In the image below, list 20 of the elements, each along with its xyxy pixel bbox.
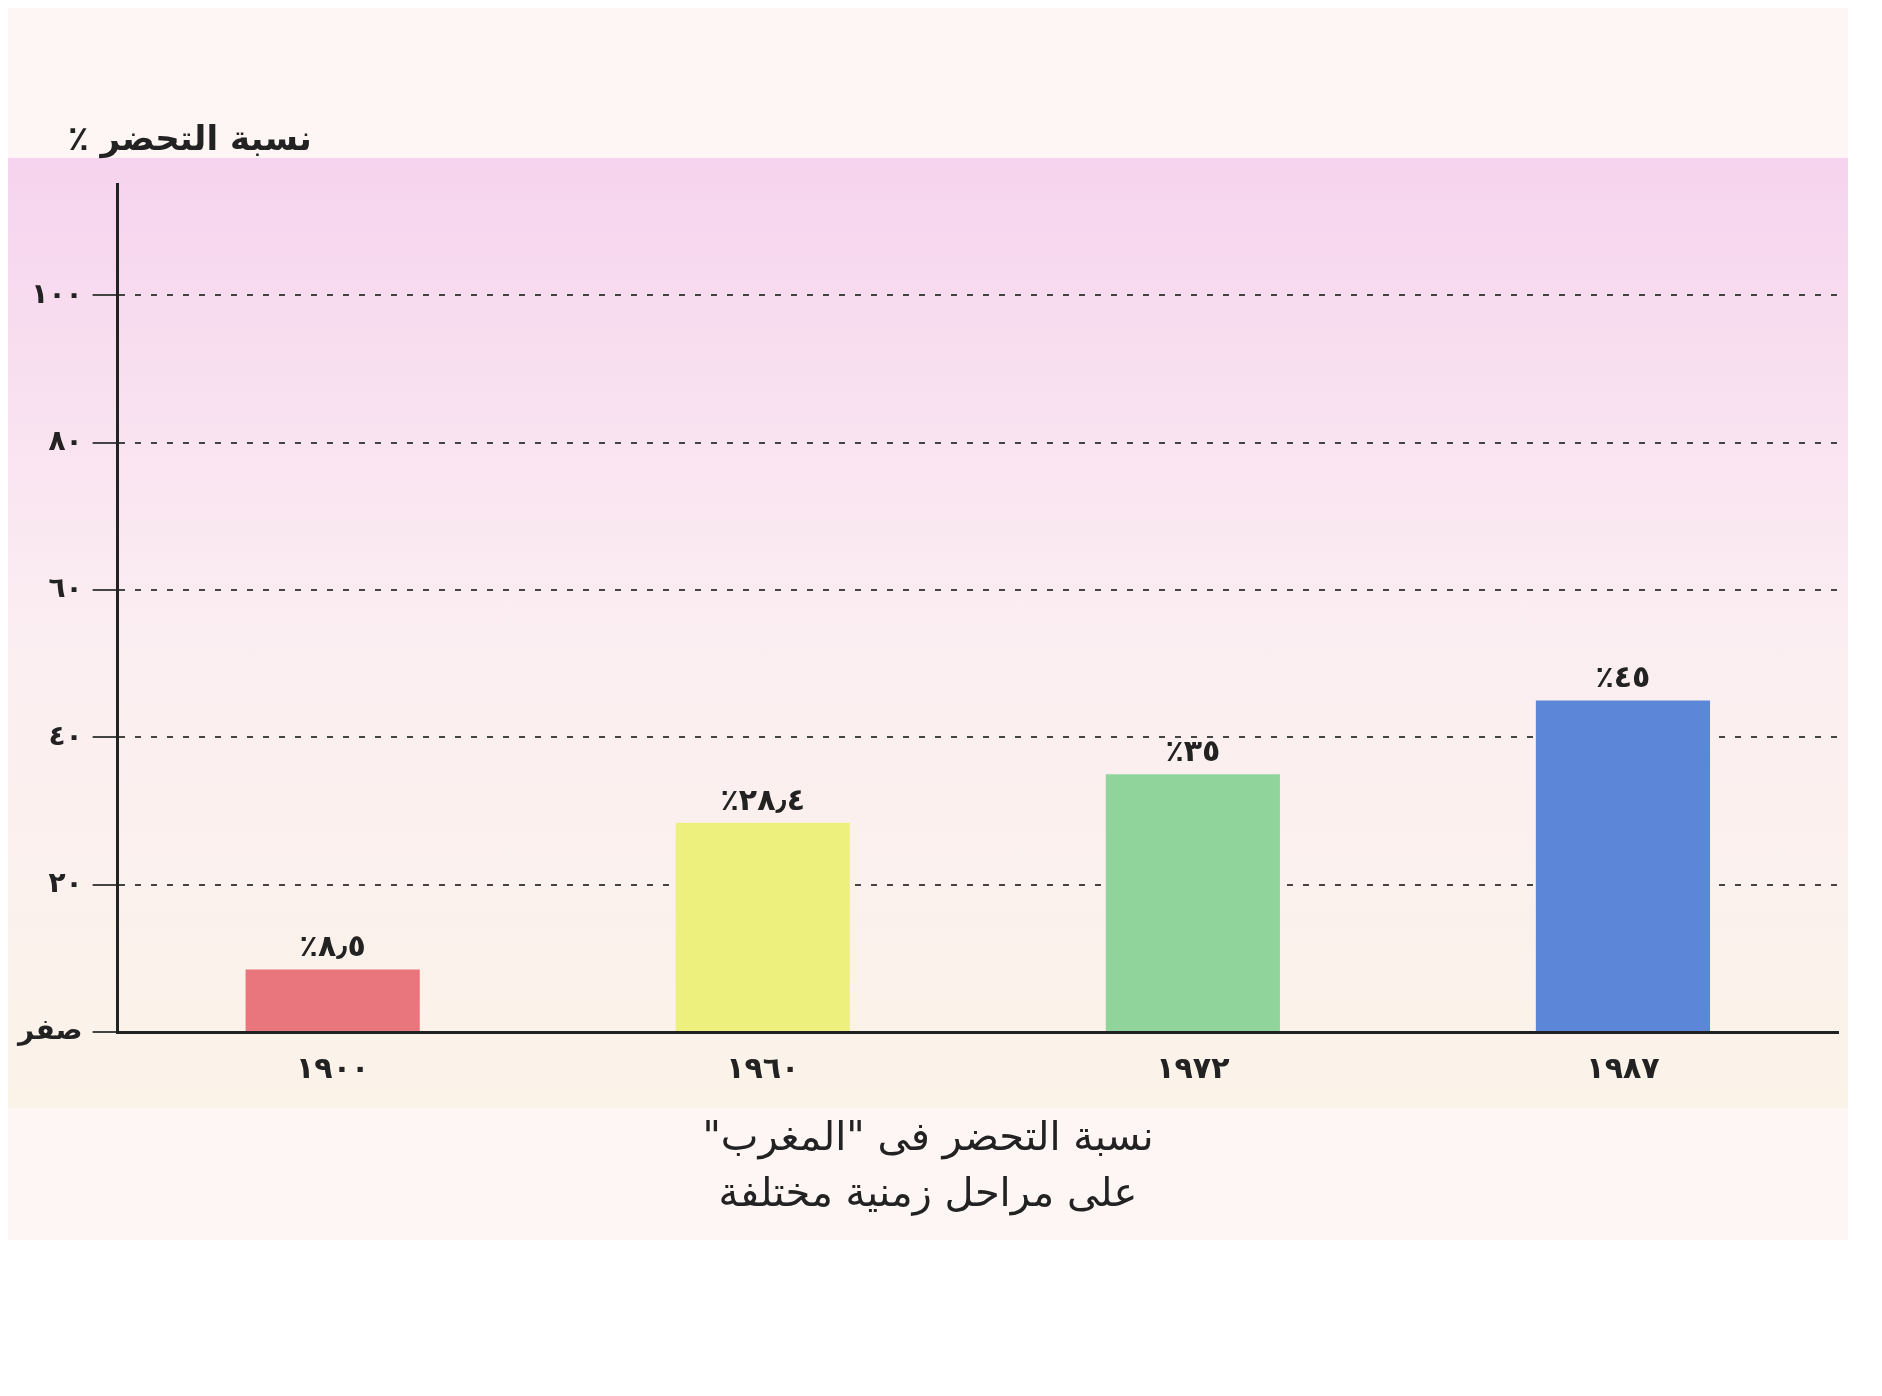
y-tick-label: ٦٠ [48,571,83,605]
data-label: ٪٨٫٥ [299,928,366,964]
x-tick-label: ١٩٨٧ [1586,1049,1660,1085]
y-tick-label: ١٠٠ [31,276,83,310]
y-tick-label: ٤٠ [48,718,83,752]
x-tick-label: ١٩٠٠ [296,1049,370,1085]
y-tick-label: صفر [15,1013,83,1047]
y-axis-title: نسبة التحضر ٪ [67,117,313,158]
bar [675,822,850,1031]
y-tick-label: ٢٠ [48,865,83,899]
bar [245,969,420,1031]
data-label: ٪٢٨٫٤ [720,781,805,817]
bar [1105,774,1280,1031]
x-tick-label: ١٩٦٠ [726,1049,800,1085]
data-label: ٪٣٥ [1165,732,1221,768]
y-tick-label: ٨٠ [48,423,83,457]
bar [1535,700,1711,1031]
x-tick-label: ١٩٧٢ [1156,1049,1230,1085]
data-label: ٪٤٥ [1595,659,1651,695]
text: نسبة التحضر فى "المغرب" على مراحل زمنية مختلفة [701,1112,1155,1218]
